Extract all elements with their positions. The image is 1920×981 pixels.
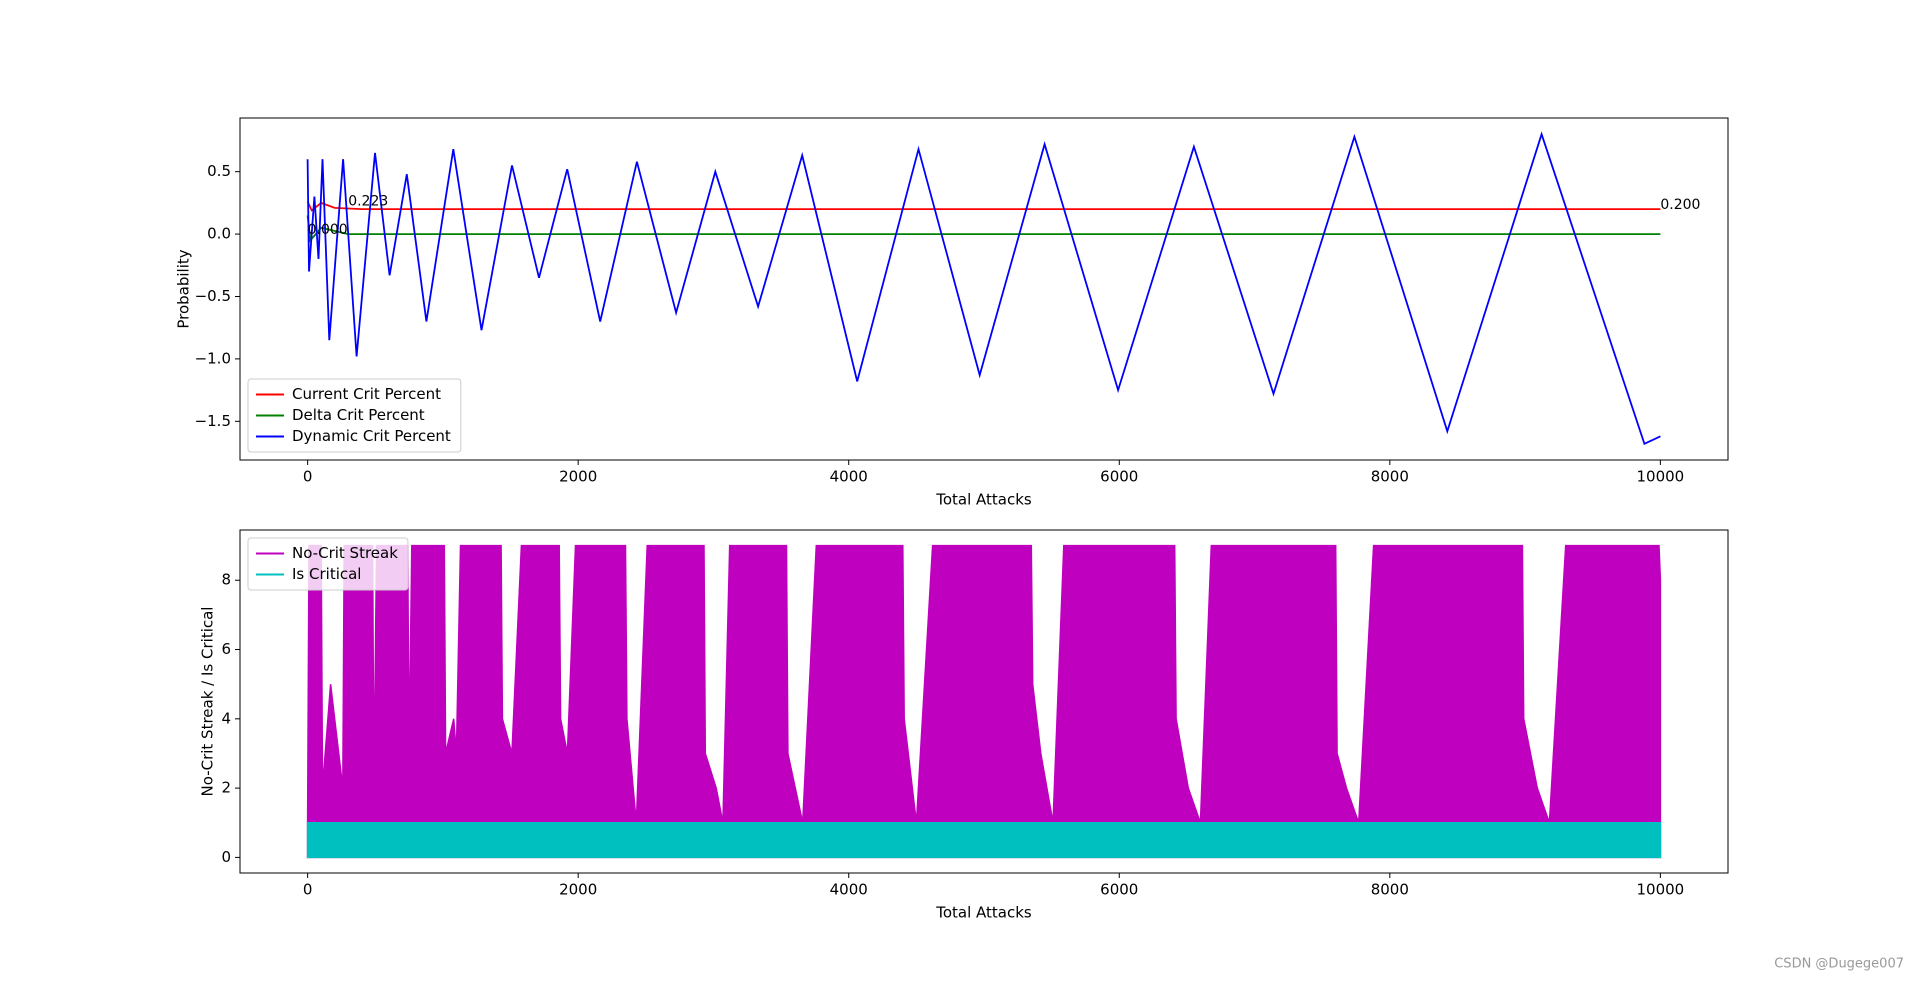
- legend-label: Dynamic Crit Percent: [292, 427, 451, 445]
- series-line: [306, 131, 1661, 446]
- series-line: [306, 215, 1661, 243]
- legend: Current Crit Percent Delta Crit Percent Dy…: [247, 378, 462, 453]
- watermark: CSDN @Dugege007: [1774, 957, 1904, 972]
- x-axis-label: Total Attacks: [935, 491, 1032, 509]
- x-tick-label: 0: [303, 468, 313, 486]
- y-tick-label: 8: [221, 571, 231, 589]
- x-tick-label: 8000: [1371, 881, 1409, 899]
- x-tick-label: 0: [303, 881, 313, 899]
- x-tick-label: 2000: [559, 881, 597, 899]
- y-tick-label: 0.0: [207, 225, 231, 243]
- legend-label: Current Crit Percent: [292, 385, 441, 403]
- legend-label: Is Critical: [292, 565, 361, 583]
- y-axis-label: Probability: [175, 249, 193, 328]
- y-tick-label: 0.5: [207, 162, 231, 180]
- y-axis-label: No-Crit Streak / Is Critical: [199, 607, 217, 797]
- plot-area: [306, 544, 1662, 859]
- legend-label: Delta Crit Percent: [292, 406, 425, 424]
- y-tick-label: 2: [221, 779, 231, 797]
- x-tick-label: 10000: [1637, 468, 1685, 486]
- axes-frame: [239, 529, 1729, 874]
- legend-frame: [247, 378, 462, 453]
- y-tick-label: 4: [221, 709, 231, 727]
- legend-label: No-Crit Streak: [292, 544, 398, 562]
- x-tick-label: 4000: [830, 468, 868, 486]
- legend-frame: [247, 537, 409, 591]
- series-line: [306, 201, 1661, 212]
- annotation: 0.200: [1660, 197, 1700, 213]
- axes: 0 2000 4000 6000 8000 10000 0 2 4 6 8 Total Attacks…: [199, 529, 1729, 922]
- legend: No-Crit Streak Is Critical: [247, 537, 409, 591]
- y-tick-label: −1.5: [195, 412, 231, 430]
- y-tick-label: −1.0: [195, 349, 231, 367]
- y-tick-label: 0: [221, 848, 231, 866]
- x-tick-label: 8000: [1371, 468, 1409, 486]
- axes-frame: [239, 117, 1729, 461]
- annotation: 0.000: [308, 222, 348, 238]
- y-tick-label: 6: [221, 640, 231, 658]
- series-area: [306, 822, 1662, 859]
- axes: 0 2000 4000 6000 8000 10000 −1.5 −1.0 −0.5 0.0 0.5…: [175, 117, 1729, 509]
- y-tick-label: −0.5: [195, 287, 231, 305]
- x-tick-label: 6000: [1100, 881, 1138, 899]
- plot-area: [306, 131, 1661, 446]
- x-tick-label: 2000: [559, 468, 597, 486]
- series-area: [306, 544, 1662, 859]
- annotation: 0.223: [348, 193, 388, 209]
- x-tick-label: 4000: [830, 881, 868, 899]
- x-tick-label: 6000: [1100, 468, 1138, 486]
- x-tick-label: 10000: [1637, 881, 1685, 899]
- x-axis-label: Total Attacks: [935, 904, 1032, 922]
